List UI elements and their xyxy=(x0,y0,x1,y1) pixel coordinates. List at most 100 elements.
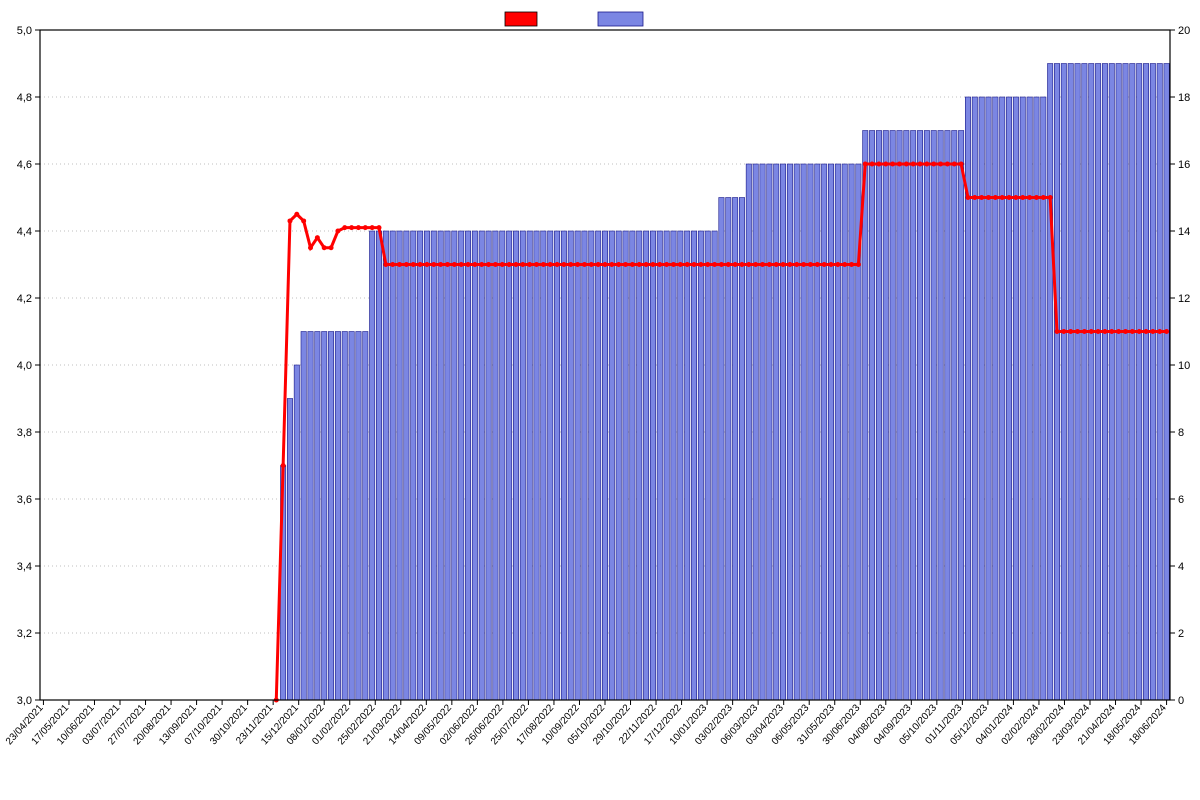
bar xyxy=(712,231,717,700)
yright-label: 12 xyxy=(1178,293,1190,305)
yright-label: 0 xyxy=(1178,695,1184,707)
line-marker xyxy=(335,229,340,234)
line-marker xyxy=(678,262,683,267)
yright-label: 2 xyxy=(1178,628,1184,640)
line-marker xyxy=(815,262,820,267)
bar xyxy=(308,332,313,701)
bar xyxy=(1164,64,1169,701)
bar xyxy=(911,131,916,701)
yleft-label: 4,8 xyxy=(17,92,32,104)
bar xyxy=(1027,97,1032,700)
line-marker xyxy=(342,225,347,230)
bar xyxy=(691,231,696,700)
bar xyxy=(821,164,826,700)
bar xyxy=(671,231,676,700)
line-marker xyxy=(466,262,471,267)
line-marker xyxy=(1123,329,1128,334)
line-marker xyxy=(870,162,875,167)
line-marker xyxy=(781,262,786,267)
line-marker xyxy=(808,262,813,267)
line-marker xyxy=(671,262,676,267)
bar xyxy=(801,164,806,700)
line-marker xyxy=(733,262,738,267)
bar xyxy=(342,332,347,701)
line-marker xyxy=(527,262,532,267)
line-marker xyxy=(644,262,649,267)
line-marker xyxy=(774,262,779,267)
line-marker xyxy=(883,162,888,167)
line-marker xyxy=(438,262,443,267)
bar xyxy=(493,231,498,700)
line-marker xyxy=(445,262,450,267)
line-marker xyxy=(596,262,601,267)
yleft-label: 4,2 xyxy=(17,293,32,305)
line-marker xyxy=(1000,195,1005,200)
bar xyxy=(849,164,854,700)
bar xyxy=(842,164,847,700)
bar xyxy=(753,164,758,700)
line-marker xyxy=(842,262,847,267)
line-marker xyxy=(1041,195,1046,200)
line-marker xyxy=(603,262,608,267)
line-marker xyxy=(1027,195,1032,200)
line-marker xyxy=(630,262,635,267)
line-marker xyxy=(637,262,642,267)
line-marker xyxy=(972,195,977,200)
line-marker xyxy=(404,262,409,267)
bar xyxy=(726,198,731,701)
bar xyxy=(561,231,566,700)
bar xyxy=(1095,64,1100,701)
bar xyxy=(760,164,765,700)
bar xyxy=(568,231,573,700)
line-marker xyxy=(1164,329,1169,334)
line-marker xyxy=(541,262,546,267)
line-marker xyxy=(835,262,840,267)
bar xyxy=(356,332,361,701)
bar xyxy=(411,231,416,700)
bar xyxy=(595,231,600,700)
bar xyxy=(548,231,553,700)
bar xyxy=(424,231,429,700)
line-marker xyxy=(726,262,731,267)
line-marker xyxy=(822,262,827,267)
yright-label: 4 xyxy=(1178,561,1184,573)
line-marker xyxy=(712,262,717,267)
bar xyxy=(979,97,984,700)
yleft-label: 5,0 xyxy=(17,25,32,37)
bar xyxy=(397,231,402,700)
line-marker xyxy=(616,262,621,267)
bar xyxy=(369,231,374,700)
yleft-label: 3,0 xyxy=(17,695,32,707)
line-marker xyxy=(561,262,566,267)
bar xyxy=(1130,64,1135,701)
line-marker xyxy=(363,225,368,230)
line-marker xyxy=(1068,329,1073,334)
bar xyxy=(404,231,409,700)
bar xyxy=(301,332,306,701)
line-marker xyxy=(897,162,902,167)
yright-label: 8 xyxy=(1178,427,1184,439)
bar xyxy=(863,131,868,701)
chart-container: 3,03,23,43,63,84,04,24,44,64,85,00246810… xyxy=(0,0,1200,800)
bar xyxy=(1054,64,1059,701)
line-marker xyxy=(952,162,957,167)
line-marker xyxy=(1082,329,1087,334)
bar xyxy=(808,164,813,700)
bar xyxy=(815,164,820,700)
line-marker xyxy=(849,262,854,267)
bar xyxy=(589,231,594,700)
bar xyxy=(472,231,477,700)
line-marker xyxy=(1013,195,1018,200)
line-marker xyxy=(287,218,292,223)
bar xyxy=(506,231,511,700)
bar xyxy=(459,231,464,700)
line-marker xyxy=(1157,329,1162,334)
bar xyxy=(287,399,292,701)
yright-label: 10 xyxy=(1178,360,1190,372)
line-marker xyxy=(876,162,881,167)
bar xyxy=(431,231,436,700)
line-marker xyxy=(746,262,751,267)
bar xyxy=(890,131,895,701)
bar xyxy=(897,131,902,701)
legend-swatch-bar xyxy=(598,12,643,26)
